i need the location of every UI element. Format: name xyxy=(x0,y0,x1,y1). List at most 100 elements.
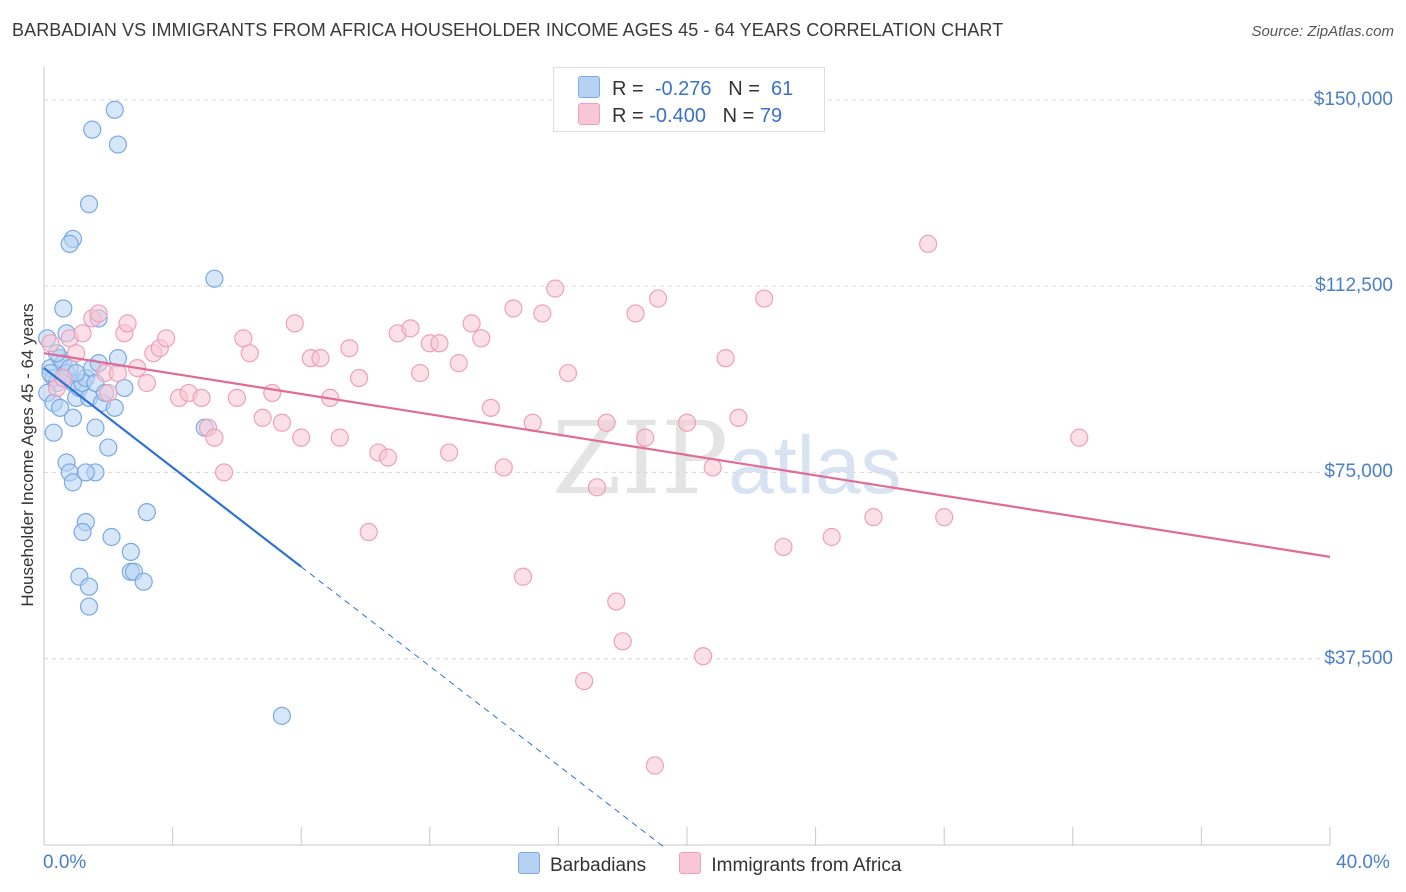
africa-point xyxy=(73,324,92,343)
africa-point xyxy=(1070,428,1089,447)
africa-point xyxy=(118,314,137,333)
africa-point xyxy=(214,463,234,482)
y-axis-label: Householder Income Ages 45 - 64 years xyxy=(18,303,37,607)
africa-point xyxy=(613,632,632,651)
africa-point xyxy=(693,647,713,666)
africa-point xyxy=(587,478,607,497)
africa-point xyxy=(626,304,645,323)
chart-title: BARBADIAN VS IMMIGRANTS FROM AFRICA HOUS… xyxy=(12,20,1004,40)
africa-point xyxy=(157,329,176,348)
africa-point xyxy=(89,304,108,323)
africa-point xyxy=(330,428,349,447)
africa-point xyxy=(575,671,594,691)
barbadians-point xyxy=(102,527,121,547)
legend-row-barbadians: R = -0.276 N = 61 xyxy=(578,76,793,100)
legend-swatch-blue xyxy=(518,852,540,874)
africa-point xyxy=(716,349,735,368)
africa-point xyxy=(636,428,655,447)
barbadians-point xyxy=(83,120,102,139)
africa-point xyxy=(192,388,211,408)
africa-point xyxy=(272,413,292,432)
africa-point xyxy=(462,314,481,333)
africa-point xyxy=(597,413,616,432)
barbadians-point xyxy=(73,522,92,542)
africa-point xyxy=(472,329,491,348)
legend-item-barbadians[interactable]: Barbadians xyxy=(518,852,646,877)
africa-point xyxy=(311,349,330,368)
africa-point xyxy=(546,279,565,298)
r-value-africa: -0.400 xyxy=(649,105,706,127)
barbadians-point xyxy=(108,135,128,154)
x-tick-max: 40.0% xyxy=(1336,852,1390,873)
barbadians-point xyxy=(63,473,83,492)
africa-point xyxy=(935,508,954,527)
africa-point xyxy=(677,413,697,432)
y-tick-label: $75,000 xyxy=(1324,461,1393,483)
africa-point xyxy=(449,354,468,373)
barbadians-trendline xyxy=(43,367,302,568)
barbadians-point xyxy=(137,503,156,522)
correlation-legend: R = -0.276 N = 61 R = -0.400 N = 79 xyxy=(553,67,825,132)
africa-point xyxy=(533,304,552,323)
africa-point xyxy=(41,334,60,353)
africa-point xyxy=(285,314,304,333)
africa-point xyxy=(253,408,272,427)
barbadians-point xyxy=(79,577,99,596)
africa-point xyxy=(137,373,156,393)
watermark: ZIPatlas xyxy=(552,400,902,517)
africa-point xyxy=(430,334,449,353)
barbadians-point xyxy=(99,438,118,457)
africa-point xyxy=(263,383,282,403)
r-label: R = xyxy=(612,105,644,127)
y-tick-label: $112,500 xyxy=(1315,275,1393,297)
africa-point xyxy=(648,289,668,308)
africa-point xyxy=(494,458,513,477)
africa-point xyxy=(292,428,311,447)
africa-point xyxy=(205,428,224,447)
barbadians-point xyxy=(79,195,99,214)
africa-point xyxy=(340,339,359,358)
legend-label-barbadians: Barbadians xyxy=(550,855,647,876)
legend-item-africa[interactable]: Immigrants from Africa xyxy=(679,852,901,877)
barbadians-point xyxy=(272,706,292,725)
r-value-barbadians: -0.276 xyxy=(654,78,712,100)
barbadians-point xyxy=(54,299,73,318)
africa-point xyxy=(645,756,664,775)
africa-point xyxy=(513,567,533,586)
africa-point xyxy=(411,363,430,383)
legend-row-africa: R = -0.400 N = 79 xyxy=(578,103,782,127)
africa-point xyxy=(504,299,523,318)
africa-trendline xyxy=(43,352,1331,558)
africa-point xyxy=(349,368,369,388)
africa-point xyxy=(729,408,748,427)
barbadians-point xyxy=(79,597,99,616)
africa-point xyxy=(99,383,118,403)
legend-swatch-pink xyxy=(679,852,702,874)
africa-point xyxy=(481,398,500,417)
barbadians-point xyxy=(60,234,79,254)
watermark-zip: ZIP xyxy=(552,400,729,517)
source-label: Source: ZipAtlas.com xyxy=(1251,23,1394,40)
legend-label-africa: Immigrants from Africa xyxy=(711,855,902,876)
legend-swatch-blue xyxy=(578,76,600,98)
r-label: R = xyxy=(612,78,644,100)
africa-point xyxy=(378,448,398,467)
n-label: N = xyxy=(728,78,760,100)
africa-point xyxy=(774,537,793,557)
africa-point xyxy=(401,319,420,338)
y-tick-label: $150,000 xyxy=(1313,88,1393,110)
africa-point xyxy=(703,458,722,477)
africa-point xyxy=(864,508,883,527)
africa-point xyxy=(919,234,938,254)
barbadians-point xyxy=(86,418,105,437)
legend-swatch-pink xyxy=(578,103,600,125)
barbadians-trendline-extension xyxy=(300,566,665,848)
n-value-africa: 79 xyxy=(759,105,783,127)
barbadians-point xyxy=(134,572,153,591)
n-label: N = xyxy=(722,105,755,127)
africa-point xyxy=(227,388,246,408)
series-legend: Barbadians Immigrants from Africa xyxy=(518,852,929,877)
africa-point xyxy=(108,363,128,383)
y-tick-label: $37,500 xyxy=(1324,647,1393,669)
